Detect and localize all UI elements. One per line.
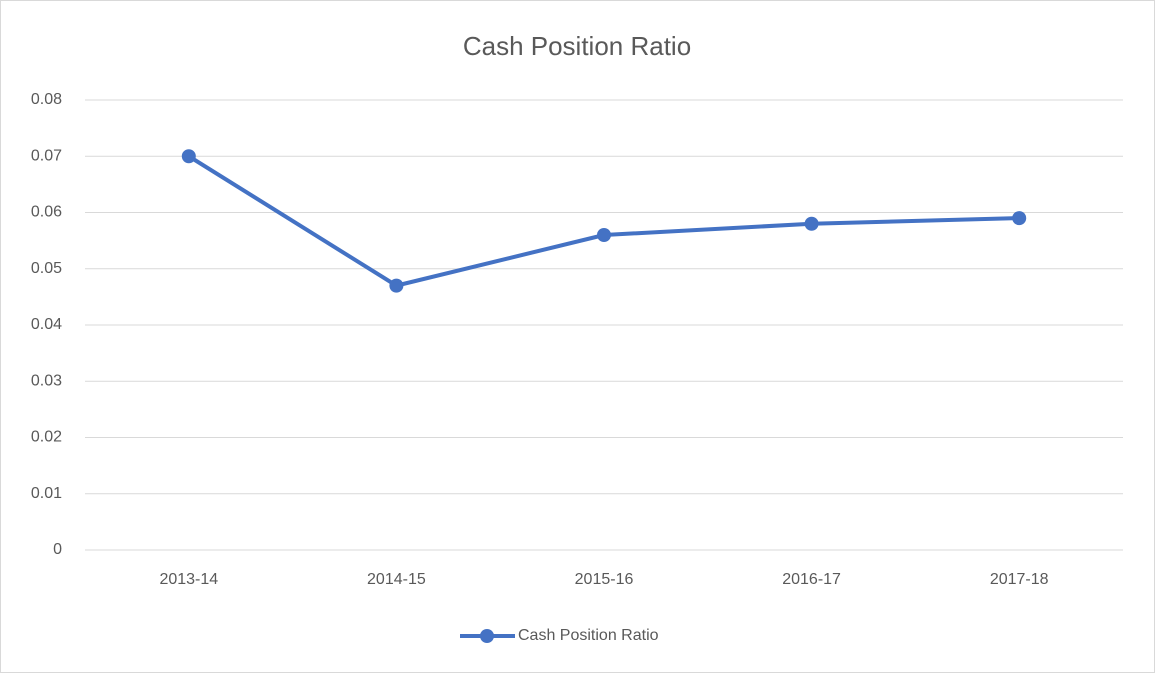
y-tick-label: 0.02 xyxy=(31,429,62,446)
y-tick-label: 0.04 xyxy=(31,316,62,333)
y-tick-label: 0.06 xyxy=(31,204,62,221)
y-tick-label: 0.03 xyxy=(31,372,62,389)
legend-label: Cash Position Ratio xyxy=(518,627,659,644)
y-tick-label: 0 xyxy=(53,541,62,558)
legend-marker xyxy=(480,629,494,643)
x-tick-label: 2016-17 xyxy=(782,571,841,588)
y-tick-label: 0.05 xyxy=(31,260,62,277)
chart-title: Cash Position Ratio xyxy=(463,31,691,61)
marker xyxy=(1012,211,1027,226)
marker xyxy=(389,278,404,293)
marker xyxy=(597,228,611,242)
marker xyxy=(804,216,819,231)
x-tick-label: 2015-16 xyxy=(575,571,634,588)
y-tick-label: 0.01 xyxy=(31,485,62,502)
y-tick-label: 0.08 xyxy=(31,91,62,108)
x-tick-label: 2014-15 xyxy=(367,571,426,588)
y-tick-label: 0.07 xyxy=(31,147,62,164)
x-tick-label: 2013-14 xyxy=(159,571,218,588)
x-tick-label: 2017-18 xyxy=(990,571,1049,588)
marker xyxy=(181,149,196,164)
